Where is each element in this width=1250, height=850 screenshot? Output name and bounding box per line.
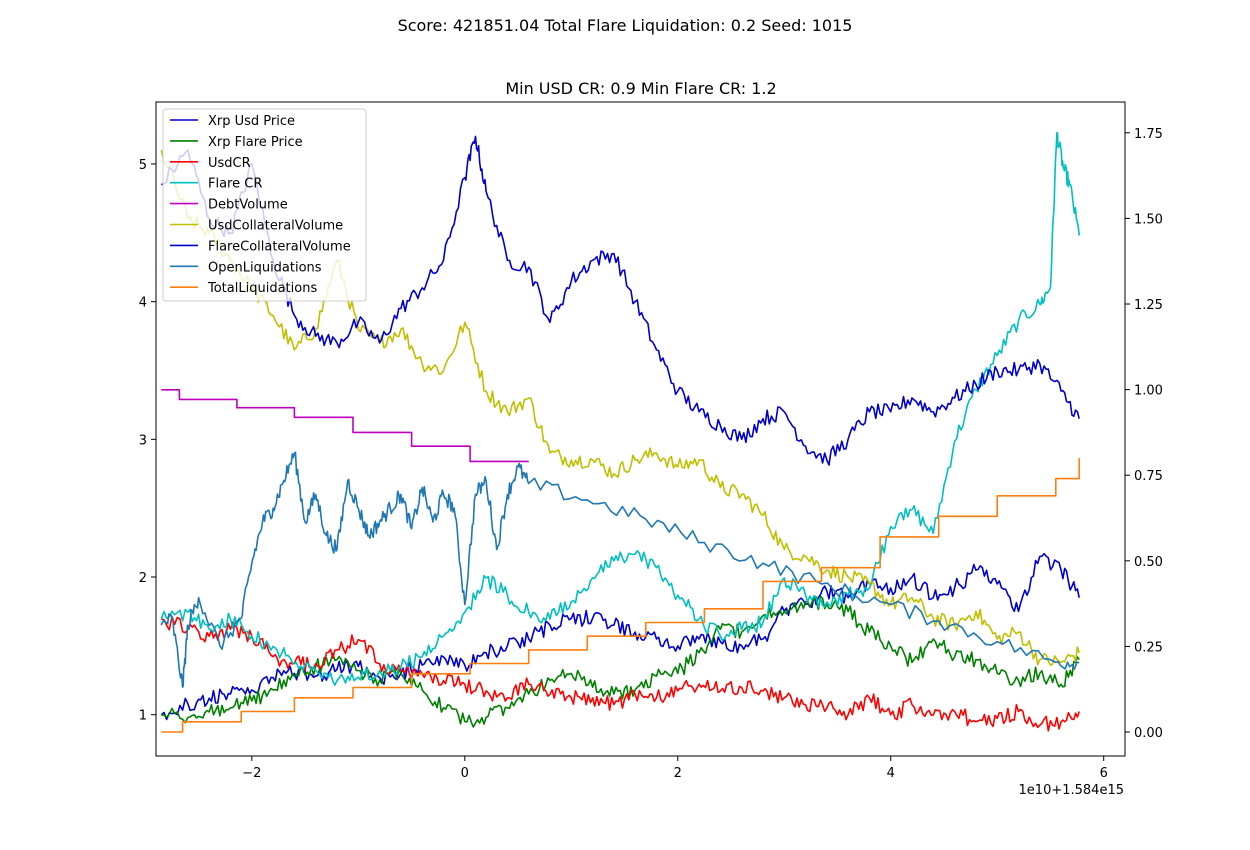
legend: Xrp Usd Price Xrp Flare Price UsdCR Flare C… — [163, 109, 366, 301]
x-tick-label: 4 — [887, 766, 895, 781]
y-right-tick-label: 0.00 — [1134, 726, 1163, 741]
y-axis-right: 0.00 0.25 0.50 0.75 1.00 1.25 1.50 1.75 — [1125, 127, 1163, 741]
x-axis: −2 0 2 4 6 — [242, 756, 1108, 781]
y-axis-left: 1 2 3 4 5 — [139, 158, 156, 724]
x-tick-label: −2 — [242, 766, 261, 781]
legend-label: Flare CR — [208, 177, 262, 192]
y-left-tick-label: 1 — [139, 709, 147, 724]
legend-label: DebtVolume — [208, 198, 288, 213]
axes-title: Min USD CR: 0.9 Min Flare CR: 1.2 — [505, 79, 776, 98]
legend-label: TotalLiquidations — [207, 281, 317, 296]
y-right-tick-label: 0.25 — [1134, 640, 1163, 655]
x-axis-offset-label: 1e10+1.584e15 — [1019, 783, 1124, 798]
legend-label: FlareCollateralVolume — [208, 239, 351, 254]
y-left-tick-label: 5 — [139, 158, 147, 173]
y-right-tick-label: 1.00 — [1134, 384, 1163, 399]
y-right-tick-label: 0.75 — [1134, 469, 1163, 484]
x-tick-label: 6 — [1100, 766, 1108, 781]
y-left-tick-label: 3 — [139, 433, 147, 448]
legend-label: Xrp Usd Price — [208, 114, 295, 129]
legend-label: UsdCollateralVolume — [208, 219, 343, 234]
figure-suptitle: Score: 421851.04 Total Flare Liquidation… — [398, 16, 853, 35]
legend-label: OpenLiquidations — [208, 260, 322, 275]
y-left-tick-label: 2 — [139, 571, 147, 586]
y-right-tick-label: 1.75 — [1134, 127, 1163, 142]
y-right-tick-label: 1.25 — [1134, 298, 1163, 313]
legend-label: UsdCR — [208, 156, 251, 171]
y-left-tick-label: 4 — [139, 296, 147, 311]
x-tick-label: 0 — [461, 766, 469, 781]
y-right-tick-label: 0.50 — [1134, 555, 1163, 570]
legend-label: Xrp Flare Price — [208, 135, 303, 150]
x-tick-label: 2 — [674, 766, 682, 781]
y-right-tick-label: 1.50 — [1134, 212, 1163, 227]
series-line-debtvolume — [161, 390, 528, 462]
series-line-openliquidations — [161, 452, 1079, 687]
